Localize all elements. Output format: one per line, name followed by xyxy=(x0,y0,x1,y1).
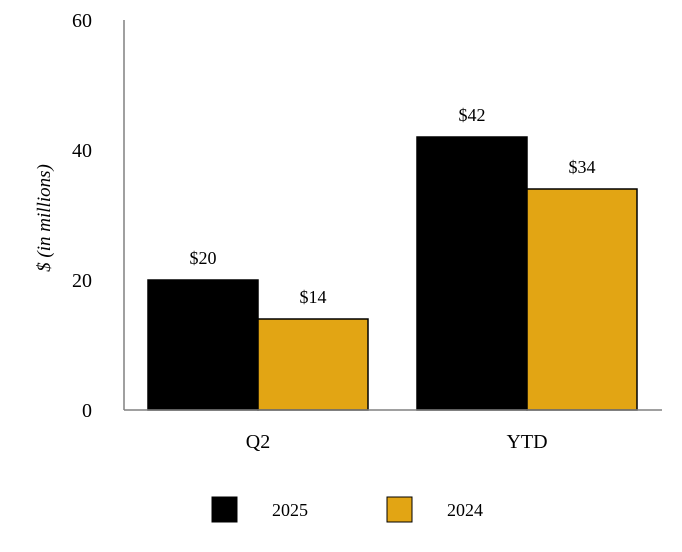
data-label: $14 xyxy=(300,287,327,307)
data-label: $20 xyxy=(190,248,217,268)
y-tick-label: 40 xyxy=(72,140,92,162)
legend-label: 2024 xyxy=(447,500,483,520)
y-tick-label: 0 xyxy=(82,400,92,422)
legend-swatch-2025 xyxy=(211,496,238,523)
bar-2024-ytd xyxy=(526,188,638,411)
bar-2025-ytd xyxy=(416,136,528,411)
y-axis-ticks: 0 20 40 60 xyxy=(72,10,92,422)
legend: 2025 2024 xyxy=(211,496,483,523)
bar-2025-q2 xyxy=(147,279,259,411)
x-category-label: YTD xyxy=(506,431,547,453)
legend-label: 2025 xyxy=(272,500,308,520)
data-labels: $20 $14 $42 $34 xyxy=(190,105,596,307)
y-tick-label: 20 xyxy=(72,270,92,292)
data-label: $34 xyxy=(569,157,596,177)
x-axis-categories: Q2 YTD xyxy=(246,431,548,453)
legend-swatch-2024 xyxy=(386,496,413,523)
bar-2024-q2 xyxy=(257,318,369,411)
y-tick-label: 60 xyxy=(72,10,92,32)
x-category-label: Q2 xyxy=(246,431,270,453)
data-label: $42 xyxy=(459,105,486,125)
bars xyxy=(147,136,638,411)
y-axis-title: $ (in millions) xyxy=(34,164,55,272)
